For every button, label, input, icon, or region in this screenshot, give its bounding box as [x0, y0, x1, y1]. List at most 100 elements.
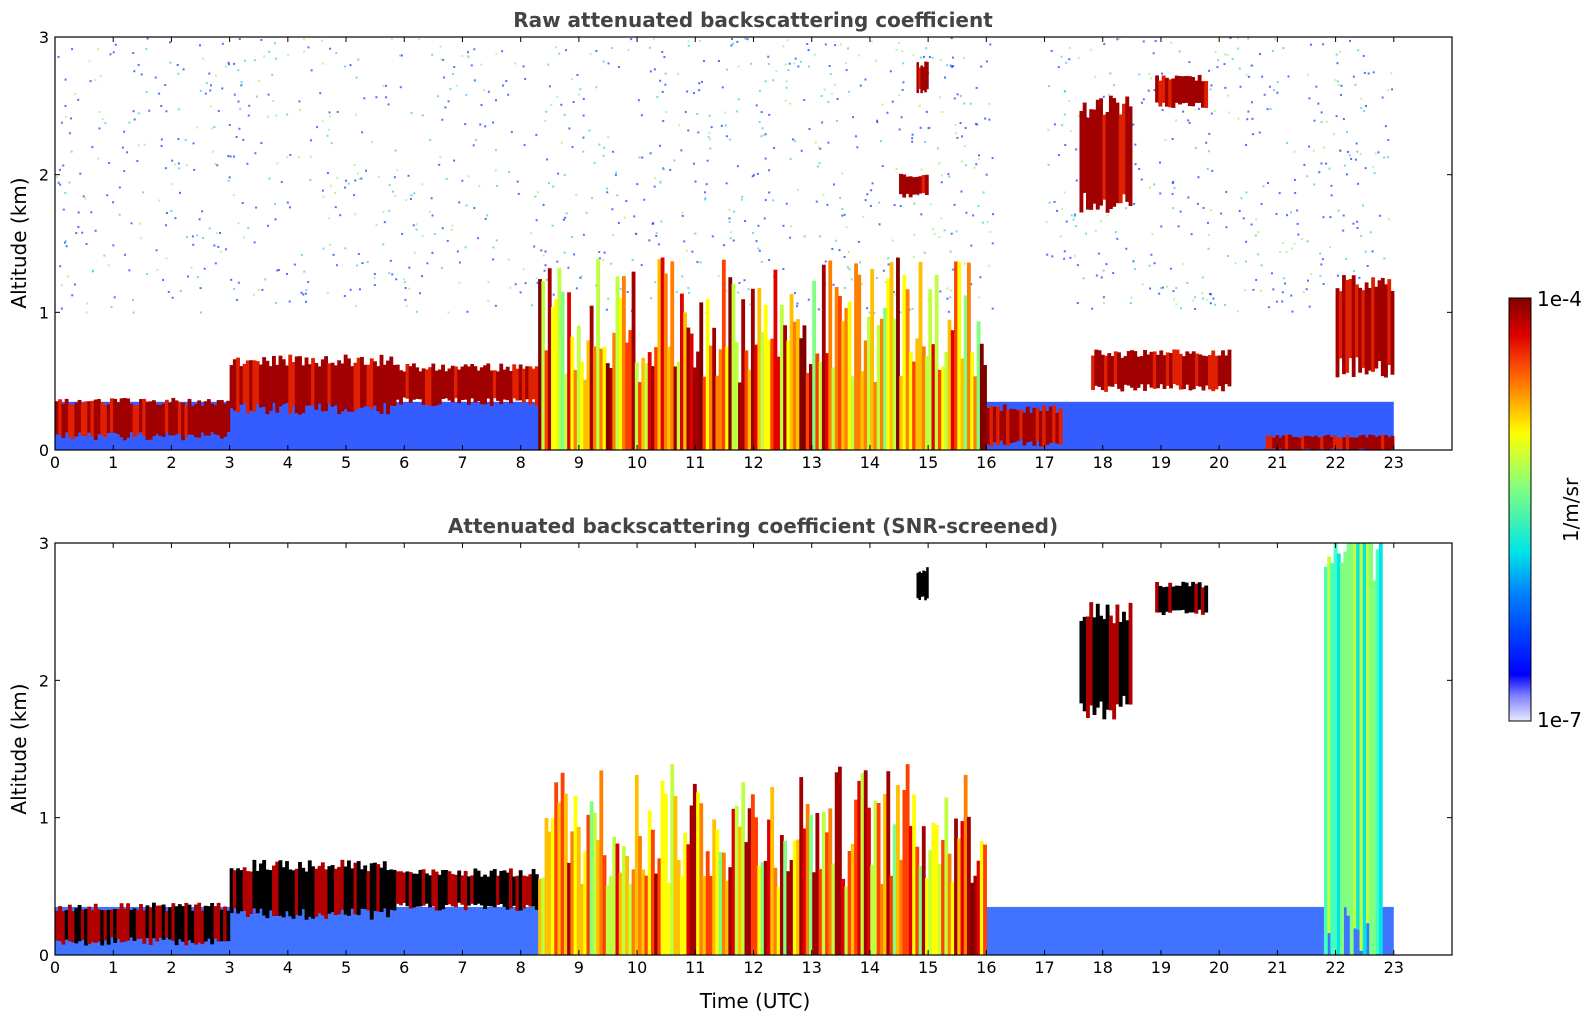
noise-pixel — [1153, 183, 1156, 186]
noise-pixel — [1364, 250, 1367, 253]
feature-cell — [502, 870, 507, 907]
feature-cell — [229, 365, 234, 408]
noise-pixel — [952, 268, 955, 271]
x-tick-label: 9 — [574, 958, 584, 977]
noise-pixel — [169, 41, 172, 44]
feature-cell — [899, 376, 904, 450]
noise-pixel — [795, 305, 798, 308]
noise-pixel — [208, 227, 211, 230]
noise-pixel — [146, 273, 149, 276]
x-tick-label: 17 — [1034, 958, 1054, 977]
feature-cell — [509, 868, 513, 909]
noise-pixel — [1202, 206, 1205, 209]
noise-pixel — [560, 141, 563, 144]
feature-cell — [731, 808, 736, 955]
noise-pixel — [530, 304, 533, 307]
noise-pixel — [932, 228, 935, 231]
noise-pixel — [217, 245, 220, 248]
feature-cell — [213, 405, 218, 435]
noise-pixel — [415, 228, 418, 231]
noise-pixel — [1094, 75, 1097, 78]
noise-pixel — [253, 241, 256, 244]
feature-cell — [1356, 543, 1361, 930]
feature-cell — [1185, 351, 1190, 385]
noise-pixel — [687, 40, 690, 43]
noise-pixel — [913, 233, 916, 236]
noise-pixel — [568, 127, 571, 130]
feature-cell — [715, 375, 720, 450]
feature-cell — [229, 868, 234, 914]
feature-cell — [976, 321, 981, 450]
feature-cell — [1320, 436, 1324, 449]
noise-pixel — [656, 96, 659, 99]
noise-pixel — [817, 165, 820, 168]
feature-cell — [628, 884, 633, 955]
feature-cell — [1123, 356, 1128, 385]
feature-cell — [386, 870, 390, 918]
feature-cell — [1275, 435, 1280, 450]
feature-cell — [802, 828, 807, 955]
noise-pixel — [260, 142, 263, 145]
feature-cell — [405, 364, 410, 399]
noise-pixel — [404, 298, 407, 301]
feature-cell — [216, 400, 221, 436]
noise-pixel — [501, 50, 504, 53]
noise-pixel — [363, 97, 366, 100]
noise-pixel — [242, 138, 245, 141]
noise-pixel — [1229, 37, 1232, 40]
noise-pixel — [560, 103, 563, 106]
noise-pixel — [819, 147, 822, 150]
feature-cell — [116, 402, 121, 435]
feature-cell — [294, 356, 299, 414]
noise-pixel — [193, 168, 196, 171]
feature-cell — [109, 398, 114, 433]
noise-pixel — [1072, 218, 1075, 221]
feature-cell — [734, 805, 739, 955]
noise-pixel — [595, 49, 598, 52]
noise-pixel — [391, 273, 394, 276]
noise-pixel — [834, 239, 837, 242]
feature-cell — [924, 571, 927, 601]
x-tick-label: 13 — [802, 958, 822, 977]
feature-cell — [834, 772, 839, 955]
feature-cell — [828, 260, 833, 450]
noise-pixel — [229, 155, 232, 158]
feature-cell — [1351, 275, 1356, 378]
feature-cell — [392, 364, 397, 406]
colorbar-min-label: 1e-7 — [1537, 708, 1582, 732]
noise-pixel — [571, 146, 574, 149]
noise-pixel — [300, 253, 303, 256]
noise-pixel — [321, 39, 324, 42]
noise-pixel — [662, 167, 665, 170]
feature-cell — [379, 354, 384, 414]
noise-pixel — [177, 108, 180, 111]
noise-pixel — [132, 110, 135, 113]
feature-cell — [757, 287, 762, 450]
noise-pixel — [143, 143, 146, 146]
noise-pixel — [991, 242, 994, 245]
x-tick-label: 16 — [976, 958, 996, 977]
noise-pixel — [288, 206, 291, 209]
noise-pixel — [192, 142, 195, 145]
noise-pixel — [68, 132, 71, 135]
noise-pixel — [140, 73, 143, 76]
noise-pixel — [730, 44, 733, 47]
noise-pixel — [598, 257, 601, 260]
noise-pixel — [677, 72, 680, 75]
feature-cell — [667, 346, 671, 450]
noise-pixel — [146, 37, 149, 40]
noise-pixel — [1194, 308, 1197, 311]
feature-cell — [226, 910, 231, 942]
noise-pixel — [1207, 247, 1210, 250]
feature-cell — [966, 262, 971, 450]
noise-pixel — [446, 239, 449, 242]
noise-pixel — [494, 149, 497, 152]
noise-pixel — [1170, 41, 1173, 44]
noise-pixel — [1308, 145, 1311, 148]
noise-pixel — [939, 290, 942, 293]
feature-cell — [954, 261, 958, 450]
top-panel: Raw attenuated backscattering coefficien… — [7, 8, 1453, 472]
feature-cell — [867, 807, 871, 955]
feature-cell — [863, 770, 868, 955]
bottom-heatmap-field — [55, 543, 1394, 955]
